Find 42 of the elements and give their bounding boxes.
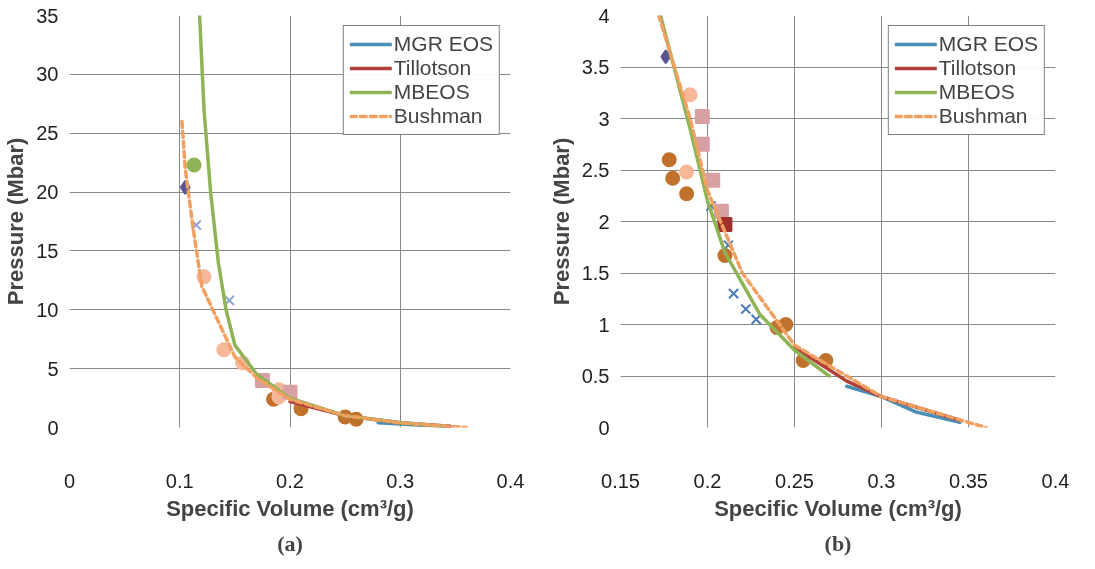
y-tick-label: 2.5 [581, 159, 610, 181]
legend-label: MGR EOS [938, 32, 1038, 56]
y-tick-label: 0 [598, 416, 610, 439]
y-tick-label: 15 [36, 239, 59, 262]
legend-label: MBEOS [938, 80, 1015, 104]
y-tick-label: 2 [598, 210, 610, 233]
legend-label: Bushman [393, 104, 483, 128]
y-tick-label: 1 [598, 313, 610, 336]
legend-label: MGR EOS [393, 32, 493, 56]
y-tick-label: 10 [36, 298, 59, 321]
x-axis-title: Specific Volume (cm³/g) [714, 495, 962, 521]
y-tick-label: 5 [47, 357, 59, 380]
x-tick-label: 0.25 [775, 469, 814, 492]
legend-label: Bushman [938, 104, 1028, 128]
text: (a) [277, 530, 303, 556]
legend-label: Tillotson [938, 56, 1017, 80]
legend-label: Tillotson [393, 56, 472, 80]
x-tick-label: 0.2 [693, 469, 722, 492]
x-tick-label: 0 [63, 469, 76, 492]
y-tick-label: 0.5 [581, 365, 610, 387]
text: (b) [824, 530, 852, 556]
y-tick-label: 3 [598, 107, 610, 130]
x-tick-label: 0.4 [496, 469, 525, 492]
x-tick-label: 0.3 [386, 469, 415, 492]
y-axis-title: Pressure (Mbar) [548, 137, 574, 306]
y-tick-label: 4 [598, 4, 610, 27]
y-axis-title: Pressure (Mbar) [3, 137, 29, 306]
y-tick-label: 3.5 [581, 56, 610, 78]
x-tick-label: 0.4 [1041, 469, 1070, 492]
y-tick-label: 25 [36, 122, 59, 145]
x-tick-label: 0.35 [949, 469, 988, 492]
y-tick-label: 20 [36, 181, 59, 204]
x-tick-label: 0.2 [276, 469, 304, 492]
y-tick-label: 0 [47, 416, 59, 439]
y-tick-label: 35 [36, 4, 59, 27]
x-tick-label: 0.3 [867, 469, 896, 492]
y-tick-label: 1.5 [581, 262, 610, 284]
x-tick-label: 0.15 [601, 469, 640, 492]
x-axis-title: Specific Volume (cm³/g) [166, 495, 414, 521]
legend-label: MBEOS [393, 80, 470, 104]
y-tick-label: 30 [36, 63, 59, 86]
x-tick-label: 0.1 [165, 469, 194, 492]
